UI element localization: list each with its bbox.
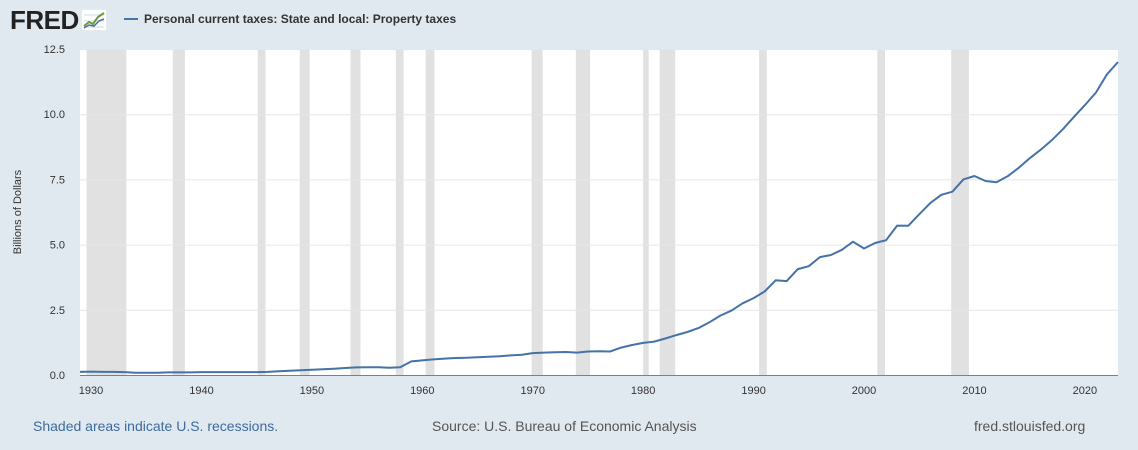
recession-band [172, 49, 185, 375]
legend-swatch [124, 18, 138, 20]
fred-logo-text: FRED [10, 5, 79, 35]
x-tick-label: 2020 [1073, 385, 1097, 397]
gridlines [80, 49, 1118, 311]
x-tick-label: 1940 [189, 385, 213, 397]
x-tick-label: 1970 [521, 385, 545, 397]
x-tick-label: 1950 [300, 385, 324, 397]
line-chart: 0.0 2.5 5.0 7.5 10.0 12.5 1930 1940 1950 1960 197… [12, 44, 1119, 397]
recession-band [759, 49, 767, 375]
legend: Personal current taxes: State and local:… [124, 12, 456, 26]
chart-footer: Shaded areas indicate U.S. recessions. S… [0, 412, 1138, 442]
x-tick-label: 1980 [631, 385, 655, 397]
recession-band [643, 49, 649, 375]
recession-band [395, 49, 404, 375]
recession-band [575, 49, 591, 375]
x-tick-label: 1930 [79, 385, 103, 397]
y-tick-label: 0.0 [50, 370, 65, 382]
y-tick-label: 7.5 [50, 174, 65, 186]
x-tick-label: 1960 [410, 385, 434, 397]
y-axis-label: Billions of Dollars [12, 169, 24, 254]
x-axis-ticks: 1930 1940 1950 1960 1970 1980 1990 2000 2010 2020 [79, 385, 1097, 397]
legend-label: Personal current taxes: State and local:… [144, 12, 457, 26]
recession-band [877, 49, 886, 375]
recession-bands [86, 49, 969, 375]
y-tick-label: 2.5 [50, 305, 65, 317]
line-chart-icon [80, 9, 107, 31]
recession-band [350, 49, 361, 375]
y-tick-label: 12.5 [44, 44, 65, 56]
recession-note-link[interactable]: Shaded areas indicate U.S. recessions. [33, 418, 279, 434]
plot-area-background [80, 49, 1118, 375]
fred-logo[interactable]: FRED [10, 6, 107, 34]
recession-band [659, 49, 676, 375]
site-url: fred.stlouisfed.org [974, 418, 1086, 434]
y-axis-ticks: 0.0 2.5 5.0 7.5 10.0 12.5 [44, 44, 65, 382]
recession-band [951, 49, 969, 375]
recession-band [425, 49, 435, 375]
y-tick-label: 10.0 [44, 109, 65, 121]
recession-band [531, 49, 543, 375]
x-tick-label: 1990 [741, 385, 765, 397]
recession-band [86, 49, 127, 375]
series-line[interactable] [79, 61, 1119, 374]
x-tick-label: 2010 [962, 385, 986, 397]
source-note: Source: U.S. Bureau of Economic Analysis [432, 418, 697, 434]
recession-band [299, 49, 310, 375]
chart-header: FRED Personal current taxes: State and l… [0, 0, 1138, 40]
recession-band [257, 49, 266, 375]
y-tick-label: 5.0 [50, 240, 65, 252]
x-tick-label: 2000 [852, 385, 876, 397]
